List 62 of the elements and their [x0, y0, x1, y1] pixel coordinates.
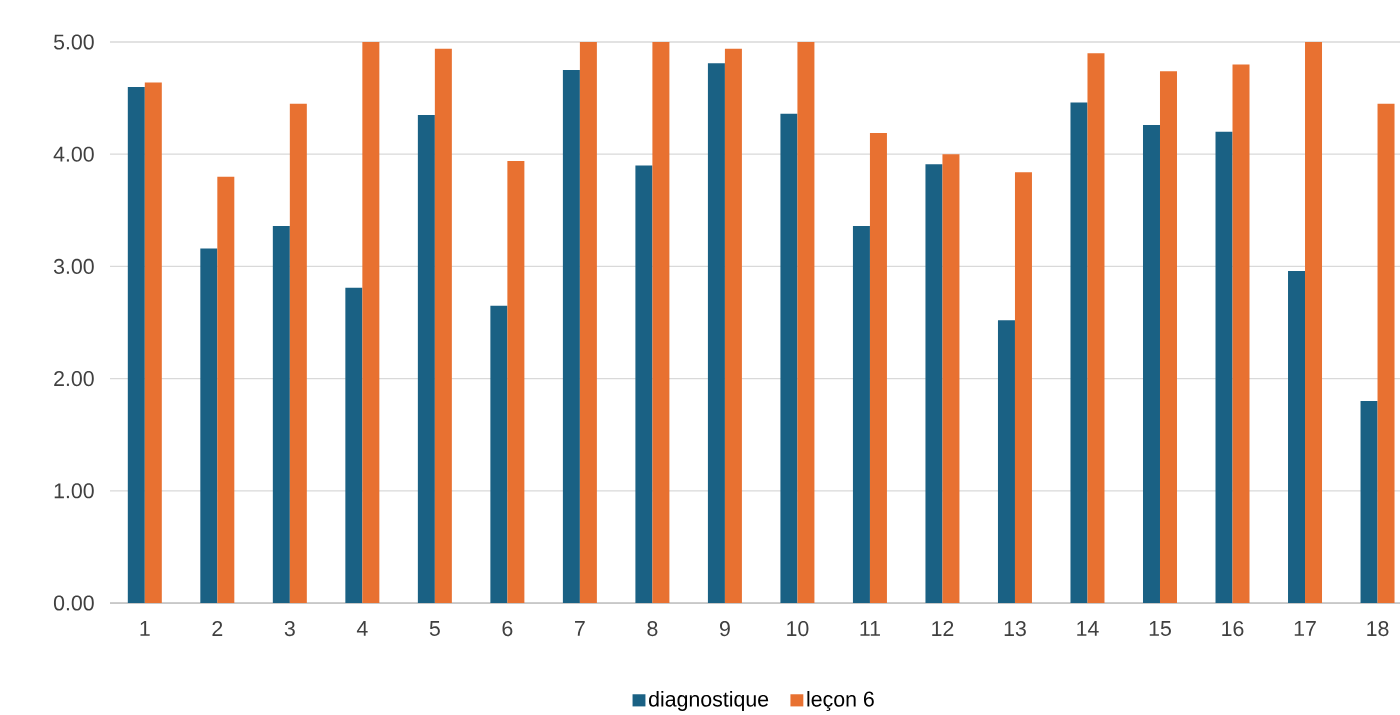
x-tick-label: 8 — [647, 621, 658, 637]
bar — [707, 63, 725, 603]
x-tick-label: 17 — [1294, 621, 1316, 636]
x-tick-label: 13 — [1004, 621, 1026, 637]
bar — [1142, 125, 1160, 603]
x-tick-label: 5 — [429, 621, 440, 636]
x-tick-label: 9 — [719, 621, 730, 637]
bar — [942, 154, 960, 603]
bar — [869, 132, 887, 603]
bar — [1087, 53, 1105, 603]
bar — [652, 42, 670, 603]
bar — [217, 176, 235, 603]
bar — [1288, 270, 1306, 603]
bar — [1232, 64, 1250, 603]
y-tick-label: 1.00 — [54, 483, 94, 499]
bar — [1305, 42, 1323, 603]
legend-label: leçon 6 — [807, 691, 874, 711]
bar — [200, 248, 218, 603]
x-tick-label: 3 — [284, 621, 295, 637]
bar — [272, 226, 290, 603]
y-tick-label: 2.00 — [54, 371, 94, 387]
bar — [1360, 401, 1378, 603]
x-tick-label: 16 — [1222, 621, 1244, 637]
bar — [1159, 71, 1177, 603]
x-tick-label: 14 — [1077, 621, 1099, 636]
bar — [635, 165, 653, 603]
bar — [362, 42, 380, 603]
bar — [434, 48, 452, 603]
bar — [144, 82, 162, 603]
y-tick-label: 4.00 — [53, 146, 94, 162]
bar — [724, 48, 742, 603]
bar — [507, 160, 525, 603]
x-tick-label: 11 — [860, 621, 880, 636]
x-tick-label: 1 — [140, 621, 150, 636]
bar — [1014, 172, 1032, 603]
x-tick-label: 6 — [502, 621, 513, 637]
bar — [780, 113, 798, 603]
bar — [345, 287, 363, 603]
y-tick-label: 3.00 — [53, 258, 94, 274]
bar — [1215, 131, 1233, 603]
x-tick-label: 10 — [787, 621, 809, 637]
bar — [289, 103, 307, 603]
bar — [562, 70, 580, 603]
bar — [579, 42, 597, 603]
x-tick-label: 2 — [212, 621, 223, 636]
bar — [997, 320, 1015, 603]
legend-label: diagnostique — [649, 691, 769, 711]
x-tick-label: 12 — [932, 621, 954, 636]
x-tick-label: 4 — [356, 621, 368, 636]
y-tick-label: 0.00 — [53, 595, 94, 611]
bar — [852, 226, 870, 603]
y-tick-label: 5.00 — [53, 34, 94, 50]
bar — [127, 86, 145, 603]
x-tick-label: 18 — [1367, 621, 1389, 637]
bar — [797, 42, 815, 603]
bar — [1070, 102, 1088, 603]
bar — [1377, 103, 1395, 603]
bar — [925, 164, 943, 603]
bar — [417, 114, 435, 603]
x-tick-label: 7 — [575, 621, 585, 636]
x-tick-label: 15 — [1149, 621, 1171, 636]
bar — [490, 305, 508, 603]
